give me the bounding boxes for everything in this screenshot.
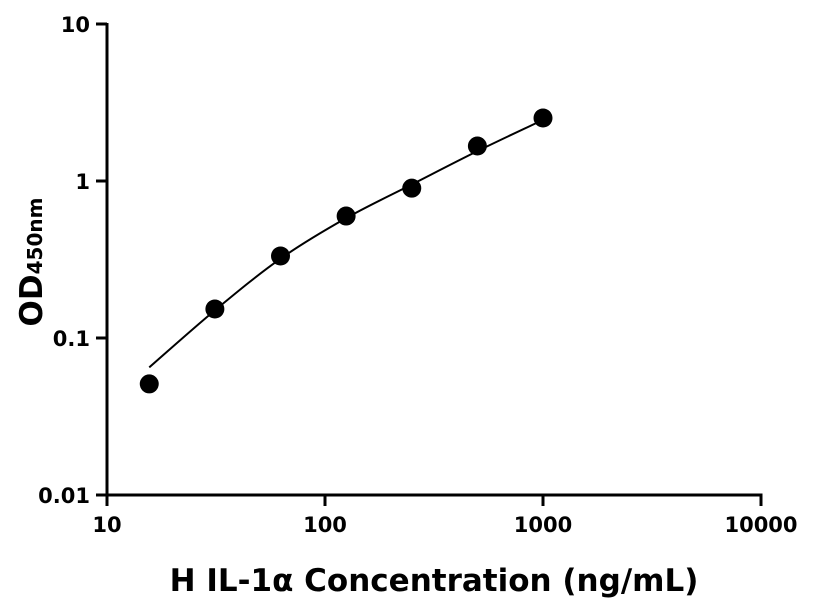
y-axis-label-sub: 450nm [23, 198, 47, 275]
data-point [271, 246, 291, 266]
y-tick-label: 10 [61, 13, 90, 37]
data-points [139, 108, 553, 394]
y-axis-label-main: OD [14, 274, 50, 326]
ticks: 10 100 1000 10000 0.01 0.1 1 10 [38, 13, 797, 537]
data-point [533, 108, 553, 128]
data-point [205, 299, 225, 319]
y-tick-label: 0.1 [53, 327, 90, 351]
axes [105, 23, 763, 497]
x-tick-label: 10000 [724, 513, 797, 537]
x-tick-label: 10 [92, 513, 121, 537]
data-point [402, 178, 422, 198]
data-point [139, 374, 159, 394]
y-tick-label: 1 [75, 170, 90, 194]
data-point [467, 136, 487, 156]
x-tick-label: 1000 [514, 513, 572, 537]
y-axis-label: OD450nm [14, 198, 50, 327]
data-point [336, 206, 356, 226]
fit-curve [148, 118, 544, 369]
x-tick-label: 100 [303, 513, 347, 537]
x-axis-label: H IL-1α Concentration (ng/mL) [170, 563, 699, 599]
y-tick-label: 0.01 [38, 484, 90, 508]
